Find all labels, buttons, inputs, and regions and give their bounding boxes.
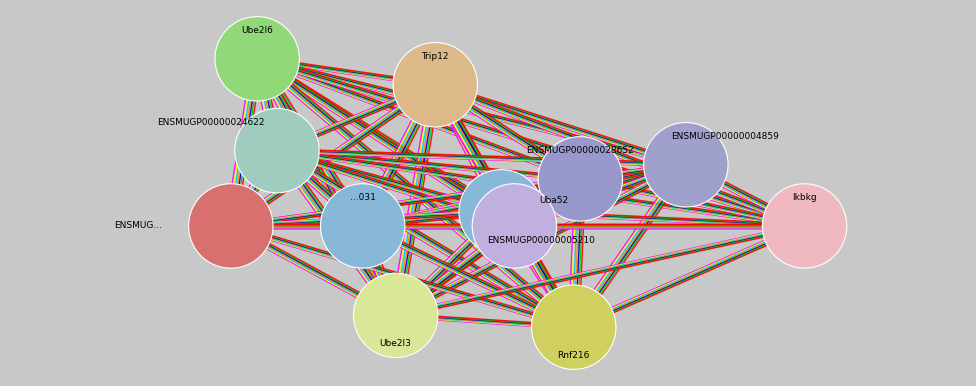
Text: Ikbkg: Ikbkg [793, 193, 817, 202]
Text: Ube2l6: Ube2l6 [241, 26, 273, 35]
Ellipse shape [353, 273, 438, 357]
Ellipse shape [215, 17, 300, 101]
Text: ENSMUGP00000005210: ENSMUGP00000005210 [487, 235, 594, 245]
Text: Uba52: Uba52 [540, 196, 568, 205]
Ellipse shape [532, 285, 616, 369]
Text: Ube2l3: Ube2l3 [380, 339, 412, 348]
Text: ENSMUGP00000004859: ENSMUGP00000004859 [671, 132, 780, 141]
Ellipse shape [643, 122, 728, 207]
Text: ...031: ...031 [349, 193, 376, 202]
Text: Rnf216: Rnf216 [557, 351, 590, 360]
Text: Trip12: Trip12 [422, 52, 449, 61]
Ellipse shape [235, 108, 319, 193]
Ellipse shape [472, 184, 556, 268]
Ellipse shape [320, 184, 405, 268]
Text: ENSMUGP00000028652: ENSMUGP00000028652 [526, 146, 634, 155]
Ellipse shape [393, 42, 477, 127]
Ellipse shape [188, 184, 273, 268]
Ellipse shape [762, 184, 847, 268]
Ellipse shape [459, 169, 544, 254]
Text: ENSMUGP00000024622: ENSMUGP00000024622 [157, 118, 264, 127]
Ellipse shape [538, 137, 623, 221]
Text: ENSMUG...: ENSMUG... [114, 222, 162, 230]
